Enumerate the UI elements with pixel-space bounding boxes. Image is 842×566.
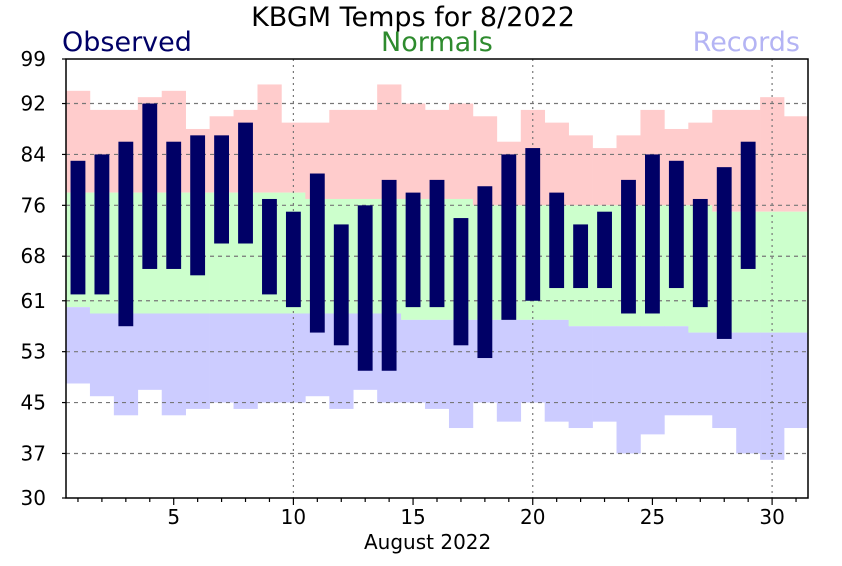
y-tick-label-30: 30	[21, 486, 46, 510]
normal-band-day-30	[760, 211, 785, 333]
record-low-band-day-2	[89, 313, 115, 397]
observed-bar-day-21	[549, 192, 565, 289]
record-high-band-day-23	[592, 148, 617, 206]
temperature-chart: 30 37 45 53 61 68 76 84 92 99 5 10 15 20 25 30	[21, 47, 809, 529]
observed-bar-day-2	[94, 154, 110, 295]
record-low-band-day-21	[544, 319, 569, 422]
observed-bar-day-9	[262, 198, 277, 295]
y-tick-label-45: 45	[21, 391, 46, 415]
observed-bar-day-18	[477, 186, 493, 359]
observed-bar-day-27	[692, 198, 708, 308]
record-low-band-day-25	[640, 326, 665, 435]
observed-bar-day-7	[214, 135, 230, 244]
y-tick-label-99: 99	[21, 47, 46, 71]
x-tick-label-25: 25	[640, 505, 665, 529]
record-low-band-day-9	[257, 313, 282, 403]
observed-bar-day-22	[573, 224, 589, 289]
record-high-band-day-31	[784, 116, 809, 212]
y-tick-label-68: 68	[21, 244, 46, 268]
observed-bar-day-5	[166, 141, 182, 269]
record-low-band-day-26	[664, 326, 689, 416]
legend-records: Records	[692, 27, 800, 58]
observed-bar-day-10	[285, 211, 301, 308]
y-tick-label-61: 61	[21, 289, 46, 313]
record-low-band-day-15	[401, 319, 426, 403]
observed-bar-day-28	[716, 167, 732, 339]
record-high-band-day-10	[281, 122, 306, 193]
legend-observed: Observed	[62, 27, 192, 58]
observed-bar-day-24	[621, 179, 636, 314]
record-high-band-day-21	[544, 122, 569, 206]
record-low-band-day-16	[425, 319, 450, 409]
observed-bar-day-19	[501, 154, 517, 320]
observed-bar-day-26	[668, 160, 684, 289]
record-high-band-day-15	[401, 103, 426, 199]
record-low-band-day-5	[161, 313, 186, 416]
observed-bar-day-8	[238, 122, 253, 244]
x-tick-label-30: 30	[759, 505, 784, 529]
x-tick-label-20: 20	[520, 505, 545, 529]
record-low-band-day-20	[520, 319, 546, 403]
x-axis-label: August 2022	[364, 530, 492, 554]
record-low-band-day-27	[688, 332, 713, 416]
y-tick-label-92: 92	[21, 92, 46, 116]
record-low-band-day-10	[281, 313, 306, 403]
record-high-band-day-22	[568, 135, 593, 206]
x-tick-label-5: 5	[167, 505, 180, 529]
record-low-band-day-29	[736, 332, 761, 454]
record-low-band-day-23	[592, 326, 617, 422]
record-high-band-day-27	[688, 122, 713, 206]
record-low-band-day-31	[784, 332, 809, 429]
record-low-band-day-7	[209, 313, 234, 403]
chart-frame: KBGM Temps for 8/2022 Observed Normals R…	[20, 2, 809, 554]
record-low-band-day-1	[66, 307, 91, 384]
legend-normals: Normals	[381, 27, 493, 58]
observed-bar-day-20	[525, 148, 541, 301]
observed-bar-day-17	[453, 218, 469, 346]
y-tick-label-84: 84	[21, 142, 46, 166]
observed-bar-day-4	[142, 103, 158, 269]
observed-bar-day-6	[190, 135, 206, 276]
y-tick-label-53: 53	[21, 340, 46, 364]
y-tick-label-37: 37	[21, 441, 46, 465]
observed-bar-day-23	[597, 211, 612, 289]
observed-bar-day-15	[405, 192, 421, 308]
observed-bar-day-1	[70, 160, 86, 295]
record-low-band-day-3	[113, 313, 139, 416]
observed-bar-day-3	[118, 141, 134, 327]
record-low-band-day-6	[185, 313, 210, 409]
y-tick-label-76: 76	[21, 193, 46, 217]
observed-bar-day-13	[357, 205, 373, 371]
chart-title: KBGM Temps for 8/2022	[251, 2, 575, 33]
record-high-band-day-9	[257, 84, 282, 193]
normal-band-day-31	[784, 211, 809, 333]
record-low-band-day-22	[568, 326, 593, 429]
x-tick-label-15: 15	[400, 505, 425, 529]
record-low-band-day-19	[496, 319, 522, 422]
observed-bar-day-12	[333, 224, 349, 346]
record-low-band-day-24	[616, 326, 641, 454]
observed-bar-day-29	[740, 141, 756, 269]
record-low-band-day-28	[712, 332, 737, 429]
observed-bar-day-14	[381, 179, 397, 371]
observed-bar-day-16	[429, 179, 445, 308]
x-tick-label-10: 10	[281, 505, 306, 529]
observed-bar-day-11	[309, 173, 325, 333]
record-low-band-day-8	[233, 313, 258, 409]
record-high-band-day-17	[448, 103, 474, 199]
observed-bar-day-25	[644, 154, 660, 314]
